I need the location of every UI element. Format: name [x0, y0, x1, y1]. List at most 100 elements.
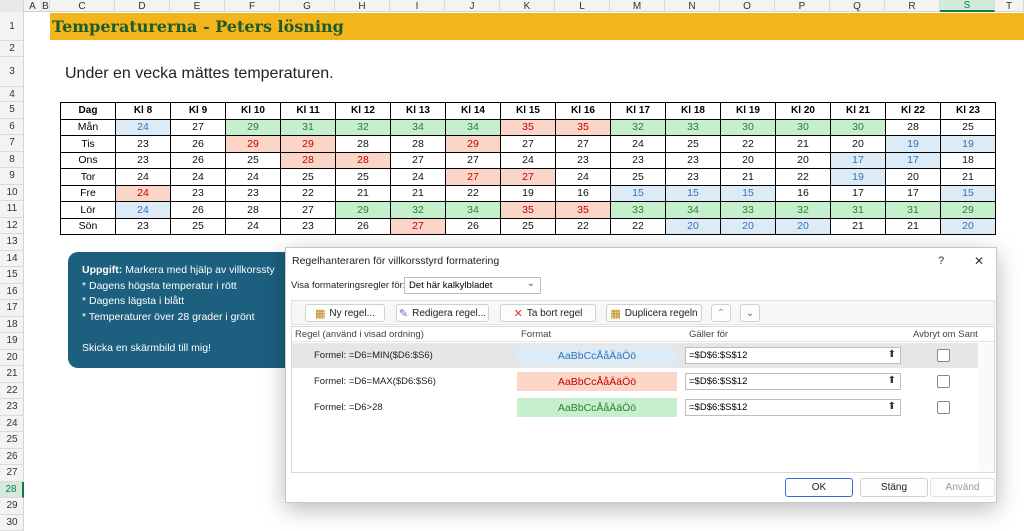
stop-if-true-checkbox[interactable] — [937, 401, 950, 414]
column-header[interactable]: D — [115, 0, 170, 12]
row-header[interactable]: 15 — [0, 267, 24, 284]
table-header-cell: Kl 14 — [445, 102, 501, 120]
temperature-cell: 25 — [225, 151, 281, 169]
row-header[interactable]: 4 — [0, 87, 24, 102]
row-header[interactable]: 28 — [0, 481, 24, 498]
rules-header-rule — [292, 341, 994, 342]
row-header[interactable]: 12 — [0, 218, 24, 234]
column-header[interactable]: S — [940, 0, 995, 12]
dialog-footer-button[interactable]: Använd — [930, 478, 995, 497]
column-header[interactable]: E — [170, 0, 225, 12]
row-header[interactable]: 19 — [0, 333, 24, 350]
temperature-cell: 23 — [170, 184, 226, 202]
temperature-cell: 27 — [500, 135, 556, 153]
column-header[interactable]: B — [42, 0, 50, 12]
temperature-cell: 17 — [830, 184, 886, 202]
move-down-button[interactable]: ⌄ — [740, 304, 760, 322]
temperature-cell: 24 — [555, 168, 611, 186]
temperature-cell: 27 — [500, 168, 556, 186]
rule-formula[interactable]: Formel: =D6>28 — [314, 402, 383, 413]
applies-to-input[interactable]: =$D$6:$S$12 ⬆ — [685, 373, 901, 390]
table-header-cell: Kl 11 — [280, 102, 336, 120]
stop-if-true-checkbox[interactable] — [937, 349, 950, 362]
toolbar-button[interactable]: ✕ Ta bort regel — [500, 304, 596, 322]
column-header[interactable]: F — [225, 0, 280, 12]
rules-column-header: Format — [521, 328, 552, 340]
day-cell: Sön — [60, 217, 116, 235]
row-header[interactable]: 10 — [0, 185, 24, 201]
applies-to-input[interactable]: =$D$6:$S$12 ⬆ — [685, 347, 901, 364]
rule-preview: AaBbCcÅåÄäÖö — [517, 398, 677, 417]
row-header[interactable]: 20 — [0, 350, 24, 366]
row-header[interactable]: 6 — [0, 119, 24, 135]
row-header[interactable]: 30 — [0, 515, 24, 531]
close-button[interactable]: ✕ — [973, 254, 985, 268]
row-header[interactable]: 29 — [0, 498, 24, 515]
temperature-cell: 23 — [665, 168, 721, 186]
column-header[interactable]: L — [555, 0, 610, 12]
temperature-cell: 23 — [610, 151, 666, 169]
column-header[interactable]: O — [720, 0, 775, 12]
temperature-cell: 35 — [500, 118, 556, 136]
temperature-cell: 26 — [170, 151, 226, 169]
help-button[interactable]: ? — [937, 255, 945, 267]
column-header[interactable]: I — [390, 0, 445, 12]
column-header[interactable]: M — [610, 0, 665, 12]
row-header[interactable]: 23 — [0, 399, 24, 416]
column-header[interactable]: P — [775, 0, 830, 12]
column-header[interactable]: K — [500, 0, 555, 12]
row-header[interactable]: 22 — [0, 383, 24, 399]
rule-formula[interactable]: Formel: =D6=MAX($D6:$S6) — [314, 376, 436, 387]
row-header[interactable]: 17 — [0, 300, 24, 317]
day-cell: Mån — [60, 118, 116, 136]
temperature-cell: 19 — [940, 135, 996, 153]
row-header[interactable]: 3 — [0, 57, 24, 87]
temperature-cell: 34 — [445, 201, 501, 219]
row-header[interactable]: 14 — [0, 251, 24, 267]
scope-dropdown[interactable]: Det här kalkylbladet ⌄ — [404, 277, 541, 294]
stop-if-true-checkbox[interactable] — [937, 375, 950, 388]
rule-formula[interactable]: Formel: =D6=MIN($D6:$S6) — [314, 350, 433, 361]
temperature-cell: 29 — [335, 201, 391, 219]
row-header[interactable]: 9 — [0, 168, 24, 185]
row-header[interactable]: 24 — [0, 416, 24, 432]
temperature-cell: 20 — [940, 217, 996, 235]
row-header[interactable]: 11 — [0, 201, 24, 218]
temperature-cell: 20 — [775, 217, 831, 235]
row-header[interactable]: 7 — [0, 135, 24, 152]
applies-to-input[interactable]: =$D$6:$S$12 ⬆ — [685, 399, 901, 416]
row-header[interactable]: 2 — [0, 41, 24, 57]
row-header[interactable]: 18 — [0, 317, 24, 333]
table-header-cell: Kl 20 — [775, 102, 831, 120]
column-header[interactable]: Q — [830, 0, 885, 12]
column-header[interactable]: H — [335, 0, 390, 12]
temperature-cell: 17 — [830, 151, 886, 169]
row-header[interactable]: 1 — [0, 12, 24, 41]
move-up-button[interactable]: ⌃ — [711, 304, 731, 322]
dialog-footer-button[interactable]: OK — [785, 478, 853, 497]
row-header[interactable]: 21 — [0, 366, 24, 383]
toolbar-button[interactable]: ▦ Duplicera regeln — [606, 304, 702, 322]
toolbar-button[interactable]: ▦ Ny regel... — [305, 304, 385, 322]
day-cell: Ons — [60, 151, 116, 169]
row-header[interactable]: 16 — [0, 284, 24, 300]
column-header[interactable]: J — [445, 0, 500, 12]
dialog-footer-button[interactable]: Stäng — [860, 478, 928, 497]
column-header[interactable]: A — [24, 0, 42, 12]
column-header[interactable]: R — [885, 0, 940, 12]
column-header[interactable]: N — [665, 0, 720, 12]
day-cell: Fre — [60, 184, 116, 202]
row-header[interactable]: 25 — [0, 432, 24, 449]
row-header[interactable]: 5 — [0, 102, 24, 119]
column-header[interactable]: C — [50, 0, 115, 12]
column-header[interactable]: G — [280, 0, 335, 12]
row-header[interactable]: 8 — [0, 152, 24, 168]
temperature-cell: 25 — [335, 168, 391, 186]
temperature-cell: 34 — [445, 118, 501, 136]
column-header[interactable]: T — [995, 0, 1024, 12]
toolbar-button[interactable]: ✎ Redigera regel... — [396, 304, 489, 322]
row-header[interactable]: 26 — [0, 449, 24, 465]
row-header[interactable]: 27 — [0, 465, 24, 482]
row-header[interactable]: 13 — [0, 234, 24, 251]
temperature-cell: 22 — [555, 217, 611, 235]
